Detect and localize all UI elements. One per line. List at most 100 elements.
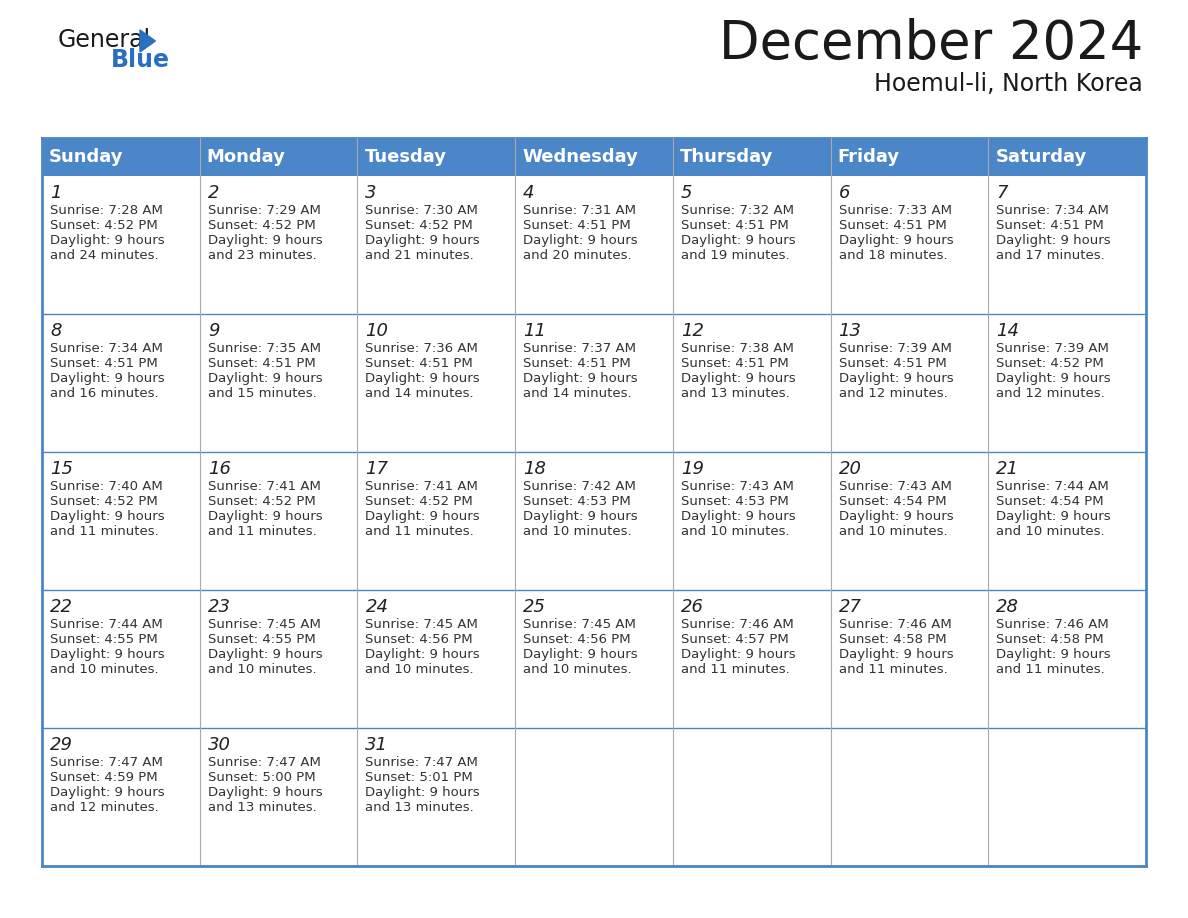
Text: and 10 minutes.: and 10 minutes. — [997, 525, 1105, 538]
Text: and 14 minutes.: and 14 minutes. — [523, 387, 632, 400]
Text: Sunset: 4:53 PM: Sunset: 4:53 PM — [523, 495, 631, 508]
Text: Sunrise: 7:39 AM: Sunrise: 7:39 AM — [839, 342, 952, 355]
Text: and 11 minutes.: and 11 minutes. — [208, 525, 316, 538]
Text: Sunset: 4:51 PM: Sunset: 4:51 PM — [523, 357, 631, 370]
Text: Sunset: 4:52 PM: Sunset: 4:52 PM — [208, 219, 316, 232]
Text: Sunset: 4:58 PM: Sunset: 4:58 PM — [839, 633, 946, 646]
Text: and 13 minutes.: and 13 minutes. — [208, 801, 316, 814]
Text: and 16 minutes.: and 16 minutes. — [50, 387, 159, 400]
FancyBboxPatch shape — [42, 728, 1146, 866]
Text: Sunset: 4:59 PM: Sunset: 4:59 PM — [50, 771, 158, 784]
Text: Sunrise: 7:43 AM: Sunrise: 7:43 AM — [681, 480, 794, 493]
Text: and 10 minutes.: and 10 minutes. — [50, 663, 159, 676]
FancyBboxPatch shape — [358, 138, 516, 176]
Text: Daylight: 9 hours: Daylight: 9 hours — [208, 786, 322, 799]
FancyBboxPatch shape — [830, 138, 988, 176]
Text: Sunset: 4:51 PM: Sunset: 4:51 PM — [208, 357, 316, 370]
Text: 3: 3 — [366, 184, 377, 202]
Text: 27: 27 — [839, 598, 861, 616]
Text: 30: 30 — [208, 736, 230, 754]
Text: Daylight: 9 hours: Daylight: 9 hours — [208, 372, 322, 385]
Text: 19: 19 — [681, 460, 703, 478]
Text: Monday: Monday — [207, 148, 285, 166]
Text: Sunrise: 7:47 AM: Sunrise: 7:47 AM — [208, 756, 321, 769]
Text: and 12 minutes.: and 12 minutes. — [839, 387, 947, 400]
Text: Sunrise: 7:33 AM: Sunrise: 7:33 AM — [839, 204, 952, 217]
Text: Sunrise: 7:41 AM: Sunrise: 7:41 AM — [208, 480, 321, 493]
Text: Daylight: 9 hours: Daylight: 9 hours — [997, 234, 1111, 247]
Text: and 13 minutes.: and 13 minutes. — [681, 387, 790, 400]
Text: Sunset: 5:00 PM: Sunset: 5:00 PM — [208, 771, 315, 784]
Text: and 11 minutes.: and 11 minutes. — [50, 525, 159, 538]
Text: Sunrise: 7:44 AM: Sunrise: 7:44 AM — [997, 480, 1110, 493]
FancyBboxPatch shape — [200, 138, 358, 176]
Text: Daylight: 9 hours: Daylight: 9 hours — [997, 648, 1111, 661]
Text: and 11 minutes.: and 11 minutes. — [997, 663, 1105, 676]
Text: Friday: Friday — [838, 148, 899, 166]
Text: 10: 10 — [366, 322, 388, 340]
Text: Thursday: Thursday — [680, 148, 773, 166]
Text: Sunrise: 7:35 AM: Sunrise: 7:35 AM — [208, 342, 321, 355]
Text: 23: 23 — [208, 598, 230, 616]
Text: 8: 8 — [50, 322, 62, 340]
Text: Sunset: 4:58 PM: Sunset: 4:58 PM — [997, 633, 1104, 646]
Text: and 10 minutes.: and 10 minutes. — [208, 663, 316, 676]
Text: Sunrise: 7:46 AM: Sunrise: 7:46 AM — [681, 618, 794, 631]
Text: 1: 1 — [50, 184, 62, 202]
FancyBboxPatch shape — [42, 138, 200, 176]
Text: Sunset: 4:52 PM: Sunset: 4:52 PM — [50, 219, 158, 232]
Text: Sunrise: 7:39 AM: Sunrise: 7:39 AM — [997, 342, 1110, 355]
Text: General: General — [58, 28, 151, 52]
Text: and 10 minutes.: and 10 minutes. — [523, 525, 632, 538]
Text: Sunrise: 7:36 AM: Sunrise: 7:36 AM — [366, 342, 479, 355]
Text: Sunset: 4:57 PM: Sunset: 4:57 PM — [681, 633, 789, 646]
Text: Sunset: 4:53 PM: Sunset: 4:53 PM — [681, 495, 789, 508]
Text: Daylight: 9 hours: Daylight: 9 hours — [366, 786, 480, 799]
Text: Sunset: 4:52 PM: Sunset: 4:52 PM — [366, 219, 473, 232]
Text: Sunset: 4:51 PM: Sunset: 4:51 PM — [997, 219, 1104, 232]
Text: and 12 minutes.: and 12 minutes. — [997, 387, 1105, 400]
Text: and 10 minutes.: and 10 minutes. — [839, 525, 947, 538]
Text: 5: 5 — [681, 184, 693, 202]
Text: 29: 29 — [50, 736, 72, 754]
Text: Sunset: 4:56 PM: Sunset: 4:56 PM — [366, 633, 473, 646]
Polygon shape — [140, 30, 156, 52]
FancyBboxPatch shape — [42, 176, 1146, 314]
Text: 2: 2 — [208, 184, 220, 202]
Text: Sunset: 4:52 PM: Sunset: 4:52 PM — [997, 357, 1104, 370]
Text: Sunset: 4:51 PM: Sunset: 4:51 PM — [523, 219, 631, 232]
Text: Daylight: 9 hours: Daylight: 9 hours — [681, 234, 796, 247]
Text: Blue: Blue — [110, 48, 170, 72]
Text: Saturday: Saturday — [996, 148, 1087, 166]
Text: Sunset: 4:56 PM: Sunset: 4:56 PM — [523, 633, 631, 646]
Text: Daylight: 9 hours: Daylight: 9 hours — [208, 234, 322, 247]
FancyBboxPatch shape — [672, 138, 830, 176]
Text: and 10 minutes.: and 10 minutes. — [366, 663, 474, 676]
Text: 12: 12 — [681, 322, 703, 340]
Text: Daylight: 9 hours: Daylight: 9 hours — [50, 648, 165, 661]
Text: Sunrise: 7:31 AM: Sunrise: 7:31 AM — [523, 204, 636, 217]
Text: Sunset: 4:51 PM: Sunset: 4:51 PM — [50, 357, 158, 370]
Text: 31: 31 — [366, 736, 388, 754]
Text: Sunrise: 7:38 AM: Sunrise: 7:38 AM — [681, 342, 794, 355]
Text: Sunrise: 7:32 AM: Sunrise: 7:32 AM — [681, 204, 794, 217]
Text: Sunrise: 7:34 AM: Sunrise: 7:34 AM — [997, 204, 1110, 217]
Text: 6: 6 — [839, 184, 851, 202]
Text: Daylight: 9 hours: Daylight: 9 hours — [366, 510, 480, 523]
Text: Sunset: 4:54 PM: Sunset: 4:54 PM — [997, 495, 1104, 508]
Text: and 18 minutes.: and 18 minutes. — [839, 249, 947, 262]
Text: Sunrise: 7:47 AM: Sunrise: 7:47 AM — [50, 756, 163, 769]
Text: and 24 minutes.: and 24 minutes. — [50, 249, 159, 262]
Text: Sunset: 4:51 PM: Sunset: 4:51 PM — [366, 357, 473, 370]
Text: Daylight: 9 hours: Daylight: 9 hours — [997, 372, 1111, 385]
Text: Sunrise: 7:45 AM: Sunrise: 7:45 AM — [523, 618, 636, 631]
Text: Daylight: 9 hours: Daylight: 9 hours — [523, 510, 638, 523]
Text: and 20 minutes.: and 20 minutes. — [523, 249, 632, 262]
Text: Sunrise: 7:45 AM: Sunrise: 7:45 AM — [208, 618, 321, 631]
Text: Daylight: 9 hours: Daylight: 9 hours — [208, 648, 322, 661]
Text: 22: 22 — [50, 598, 72, 616]
FancyBboxPatch shape — [42, 590, 1146, 728]
Text: Sunset: 4:52 PM: Sunset: 4:52 PM — [208, 495, 316, 508]
Text: Daylight: 9 hours: Daylight: 9 hours — [681, 648, 796, 661]
Text: Daylight: 9 hours: Daylight: 9 hours — [997, 510, 1111, 523]
